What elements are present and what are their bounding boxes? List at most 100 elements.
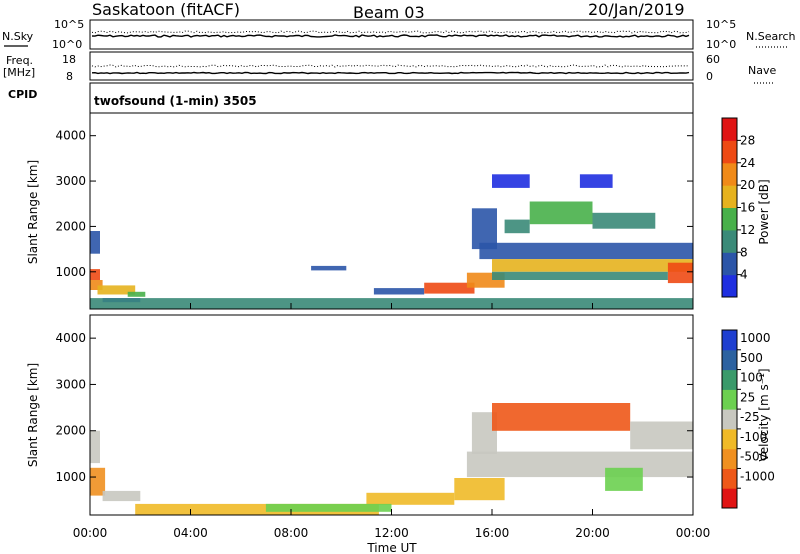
freq-left-tick-bottom: 8: [66, 70, 73, 83]
power-colorbar-segment: [722, 162, 737, 186]
velocity-colorbar: 1000 500 100 25 -25 -100 -500 -1000: [721, 329, 775, 509]
velocity-colorbar-label: Velocity [m s⁻¹]: [757, 368, 771, 461]
power-region: [479, 242, 693, 260]
power-y-tick-label: 3000: [55, 174, 86, 188]
nave-label: Nave: [748, 64, 776, 77]
velocity-colorbar-segment: [722, 369, 737, 390]
x-tick-label: 00:00: [73, 526, 108, 540]
power-region: [90, 269, 100, 280]
velocity-y-tick-label: 1000: [55, 470, 86, 484]
power-colorbar-label: Power [dB]: [757, 179, 771, 244]
power-colorbar-tick-label: 12: [740, 223, 755, 237]
velocity-colorbar-frame: [721, 329, 738, 509]
x-tick-label: 12:00: [374, 526, 409, 540]
power-region: [311, 265, 347, 271]
x-tick-label: 20:00: [575, 526, 610, 540]
velocity-colorbar-tick-label: 25: [740, 390, 755, 404]
velocity-colorbar-segment: [722, 488, 737, 509]
velocity-y-axis: 1000 2000 3000 4000: [55, 331, 693, 484]
power-colorbar-segment: [722, 185, 737, 208]
time-x-axis: 00:00 04:00 08:00 12:00 16:00 20:00 00:00: [73, 303, 711, 540]
power-colorbar-tick-label: 16: [740, 201, 755, 215]
power-region: [471, 208, 497, 250]
power-region: [424, 282, 475, 294]
power-region: [492, 259, 693, 272]
velocity-colorbar-tick-label: -500: [740, 450, 767, 464]
power-y-tick-label: 4000: [55, 129, 86, 143]
power-region: [504, 219, 530, 234]
velocity-y-label: Slant Range [km]: [26, 363, 40, 467]
power-colorbar: 4 8 12 16 20 24 28: [721, 117, 755, 298]
velocity-colorbar-segment: [722, 448, 737, 469]
noise-sky-line: [91, 34, 690, 38]
velocity-region: [466, 451, 693, 478]
velocity-region: [366, 492, 455, 505]
power-colorbar-segment: [722, 229, 737, 253]
power-region: [90, 231, 100, 254]
power-region: [529, 201, 593, 225]
freq-label: Freq.: [6, 54, 33, 67]
power-colorbar-segment: [722, 207, 737, 231]
cpid-program: twofsound (1-min) 3505: [94, 94, 257, 108]
freq-panel-frame: [89, 51, 694, 81]
velocity-colorbar-tick-label: 100: [740, 371, 763, 385]
power-colorbar-segment: [722, 274, 737, 298]
power-region: [492, 271, 668, 280]
x-tick-label: 08:00: [274, 526, 309, 540]
power-region: [97, 285, 136, 295]
velocity-colorbar-tick-label: -1000: [740, 469, 775, 483]
x-tick-label: 04:00: [173, 526, 208, 540]
velocity-heatmap: [90, 403, 693, 515]
noise-search-line: [91, 30, 690, 34]
velocity-colorbar-segment: [722, 389, 737, 410]
x-tick-label: 16:00: [475, 526, 510, 540]
power-colorbar-segment: [722, 118, 737, 141]
freq-left-tick-top: 18: [62, 53, 76, 66]
velocity-region: [265, 503, 392, 512]
noise-left-tick-top: 10^5: [54, 18, 84, 31]
freq-right-tick-top: 60: [706, 53, 720, 66]
velocity-colorbar-segment: [722, 349, 737, 371]
x-tick-label: 00:00: [676, 526, 711, 540]
station-title: Saskatoon (fitACF): [92, 0, 240, 19]
cpid-label: CPID: [8, 88, 37, 101]
power-y-tick-label: 1000: [55, 265, 86, 279]
velocity-region: [135, 503, 379, 515]
noise-panel-frame: [89, 19, 694, 50]
velocity-region: [605, 467, 643, 491]
velocity-colorbar-tick-label: -25: [740, 410, 760, 424]
power-colorbar-segment: [722, 252, 737, 276]
power-colorbar-tick-label: 28: [740, 133, 755, 147]
power-region: [127, 291, 146, 297]
velocity-y-tick-label: 4000: [55, 331, 86, 345]
noise-right-tick-top: 10^5: [706, 18, 736, 31]
velocity-region: [630, 421, 693, 450]
velocity-colorbar-tick-label: -100: [740, 430, 767, 444]
velocity-colorbar-segment: [722, 468, 737, 489]
power-y-axis: 1000 2000 3000 4000: [55, 129, 693, 279]
noise-sky-label: N.Sky: [2, 30, 34, 43]
freq-unit-label: [MHz]: [3, 66, 35, 79]
power-region: [592, 212, 656, 229]
power-region: [579, 174, 613, 188]
velocity-region: [90, 467, 106, 496]
nave-line: [91, 64, 690, 68]
velocity-colorbar-segment: [722, 330, 737, 351]
velocity-region: [102, 490, 141, 502]
freq-line: [91, 71, 690, 75]
power-region: [90, 280, 103, 290]
x-axis-label: Time UT: [366, 541, 417, 554]
velocity-colorbar-segment: [722, 409, 737, 430]
power-region: [667, 262, 693, 284]
power-colorbar-tick-label: 8: [740, 245, 748, 259]
power-colorbar-tick-label: 20: [740, 178, 755, 192]
velocity-region: [492, 403, 631, 431]
velocity-y-tick-label: 2000: [55, 424, 86, 438]
velocity-colorbar-tick-label: 1000: [740, 331, 771, 345]
power-region: [492, 174, 530, 188]
power-colorbar-tick-label: 4: [740, 268, 748, 282]
power-y-tick-label: 2000: [55, 219, 86, 233]
power-heatmap: [90, 174, 693, 309]
noise-left-tick-bottom: 10^0: [52, 38, 82, 51]
